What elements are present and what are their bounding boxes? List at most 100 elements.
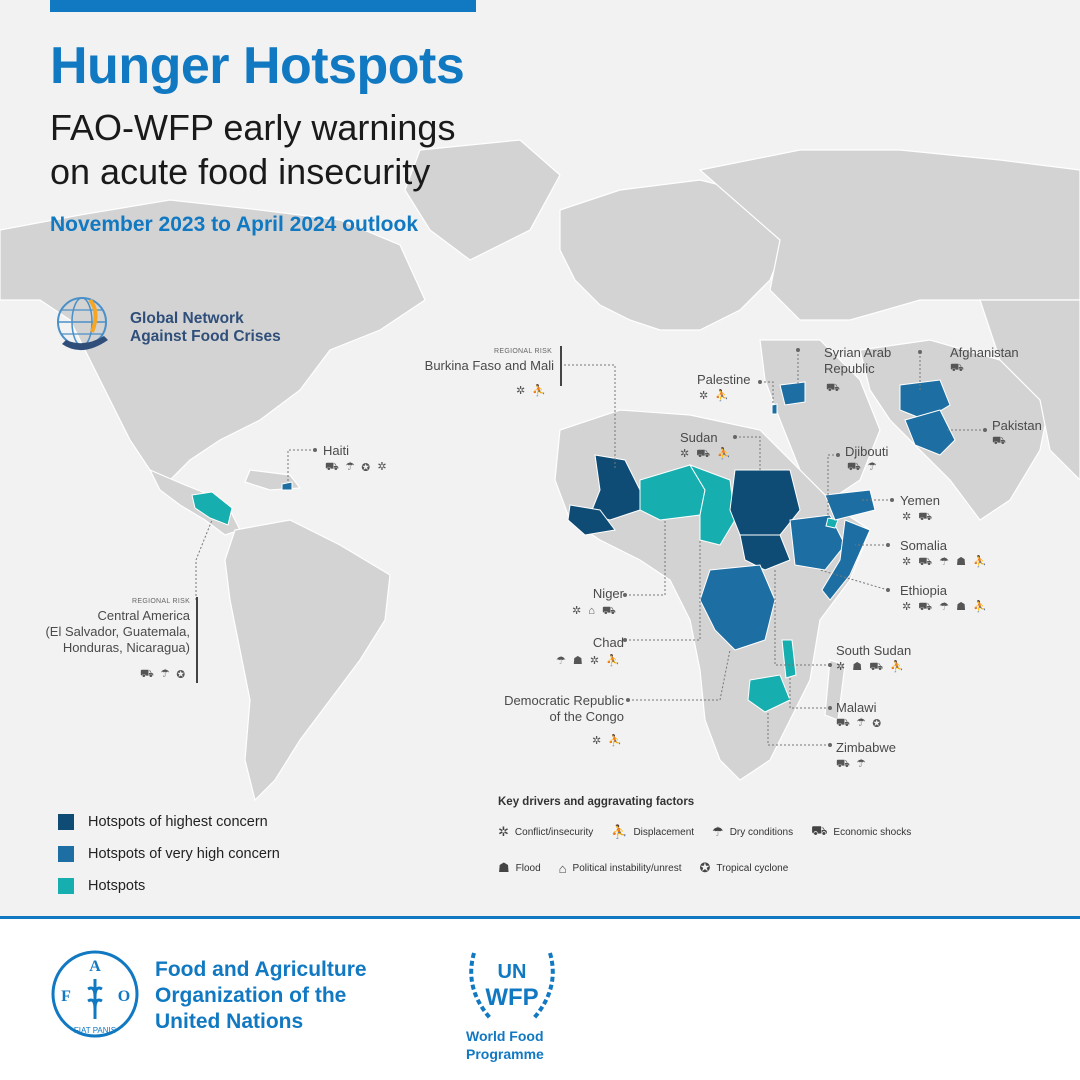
icons-chad: ☂ ☗ ✲ ⛹ [556, 655, 622, 667]
leader-sudan [735, 436, 761, 470]
legend-item-very-high: Hotspots of very high concern [58, 838, 280, 870]
regional-risk-tag-central-america: REGIONAL RISK [132, 598, 191, 605]
country-chad [688, 464, 736, 546]
south-america [224, 519, 391, 802]
leader-chad [625, 540, 701, 641]
label-pakistan: Pakistan [992, 418, 1042, 433]
label-zimbabwe: Zimbabwe [836, 740, 896, 755]
icons-yemen: ✲ ⛟ [902, 511, 935, 523]
country-haiti [281, 481, 293, 491]
svg-text:FIAT PANIS: FIAT PANIS [74, 1026, 116, 1035]
economic-shocks-icon: ⛟ [811, 823, 828, 838]
label-chad: Chad [592, 635, 624, 650]
country-mali [589, 454, 641, 521]
page-title: Hunger Hotspots [50, 37, 465, 95]
label-haiti: Haiti [323, 443, 350, 458]
label-syria: Syrian Arab Republic [824, 345, 892, 376]
leader-haiti [287, 449, 315, 484]
svg-text:A: A [89, 958, 101, 975]
gnafc-logo: Global Network Against Food Crises [52, 292, 312, 360]
icons-drc: ✲ ⛹ [592, 735, 624, 747]
country-pakistan [904, 409, 956, 456]
svg-text:F: F [61, 988, 71, 1005]
label-malawi: Malawi [836, 700, 877, 715]
legend: Hotspots of highest concern Hotspots of … [58, 806, 280, 902]
drivers-title: Key drivers and aggravating factors [498, 796, 695, 808]
icons-djibouti: ⛟ ☂ [847, 461, 879, 473]
icons-syria: ⛟ [826, 382, 842, 394]
driver-tropical-cyclone: ✪ Tropical cyclone [699, 860, 789, 875]
flood-icon: ☗ [498, 860, 510, 875]
east-asia [979, 299, 1080, 481]
madagascar [824, 659, 846, 721]
leader-djibouti [827, 454, 838, 518]
subtitle-line-1: FAO-WFP early warnings [50, 107, 456, 148]
label-yemen: Yemen [900, 493, 940, 508]
displacement-icon: ⛹ [611, 824, 628, 839]
fao-name: Food and Agriculture Organization of the… [155, 958, 367, 1033]
regional-risk-tag: REGIONAL RISK [494, 348, 553, 355]
svg-text:UN: UN [498, 961, 527, 983]
label-afghanistan: Afghanistan [950, 345, 1019, 360]
country-yemen [824, 489, 876, 521]
country-palestine [771, 403, 778, 415]
label-central-america: Central America (El Salvador, Guatemala,… [45, 608, 190, 655]
country-central-america [191, 491, 233, 526]
top-accent-bar [50, 0, 476, 12]
footer-divider [0, 916, 1080, 919]
country-zimbabwe [747, 674, 791, 713]
label-somalia: Somalia [900, 538, 947, 553]
icons-zimbabwe: ⛟ ☂ [836, 758, 868, 770]
icons-central-america: ⛟ ☂ ✪ [140, 668, 188, 680]
leader-malawi [789, 678, 830, 709]
country-somalia [821, 519, 871, 601]
country-burkina-faso [567, 504, 616, 536]
legend-item-hotspot: Hotspots [58, 870, 280, 902]
label-burkina-mali: Burkina Faso and Mali [424, 358, 554, 373]
political-instability-icon: ⌂ [558, 860, 567, 876]
label-djibouti: Djibouti [845, 444, 889, 459]
icons-south-sudan: ✲ ☗ ⛟ ⛹ [836, 661, 906, 673]
wfp-logo-icon: UN WFP [469, 952, 555, 1020]
leader-drc [628, 649, 731, 701]
drivers-legend: Key drivers and aggravating factors ✲ Con… [498, 796, 978, 894]
greenland [404, 139, 561, 261]
leader-niger [625, 520, 666, 596]
label-sudan: Sudan [680, 430, 718, 445]
label-drc: Democratic Republic of the Congo [504, 693, 624, 724]
label-south-sudan: South Sudan [836, 643, 912, 658]
label-ethiopia: Ethiopia [900, 583, 947, 598]
conflict-icon: ✲ [498, 824, 509, 839]
gnafc-name: Global Network Against Food Crises [130, 310, 281, 345]
label-palestine: Palestine [697, 372, 751, 387]
globe-hands-icon [57, 297, 108, 351]
country-ethiopia [789, 514, 846, 571]
legend-swatch [58, 814, 74, 830]
europe [559, 179, 791, 331]
wfp-name: World Food Programme [466, 1028, 544, 1062]
tropical-cyclone-icon: ✪ [699, 860, 711, 875]
label-niger: Niger [592, 586, 624, 601]
icons-pakistan: ⛟ [992, 435, 1008, 447]
legend-swatch [58, 878, 74, 894]
footer: A F O FIAT PANIS Food and Agriculture Or… [0, 919, 1080, 1080]
leader-burkina [560, 364, 616, 470]
leader-central-america [195, 519, 213, 600]
icons-haiti: ⛟ ☂ ✪ ✲ [325, 461, 389, 473]
fao-logo-icon: A F O FIAT PANIS [51, 950, 139, 1038]
icons-afghanistan: ⛟ [950, 362, 966, 374]
country-drc [699, 564, 776, 651]
world-map [0, 139, 1080, 802]
driver-political-instability: ⌂ Political instability/unrest [558, 860, 682, 876]
icons-palestine: ✲ ⛹ [699, 390, 731, 402]
legend-swatch [58, 846, 74, 862]
icons-burkina-mali: ✲ ⛹ [516, 385, 548, 397]
country-south-sudan [739, 534, 791, 571]
north-america [0, 199, 426, 481]
svg-text:WFP: WFP [485, 984, 538, 1011]
driver-flood: ☗ Flood [498, 860, 541, 875]
subtitle-line-2: on acute food insecurity [50, 151, 431, 192]
icons-sudan: ✲ ⛟ ⛹ [680, 448, 733, 460]
icons-niger: ✲ ⌂ ⛟ [572, 605, 618, 617]
